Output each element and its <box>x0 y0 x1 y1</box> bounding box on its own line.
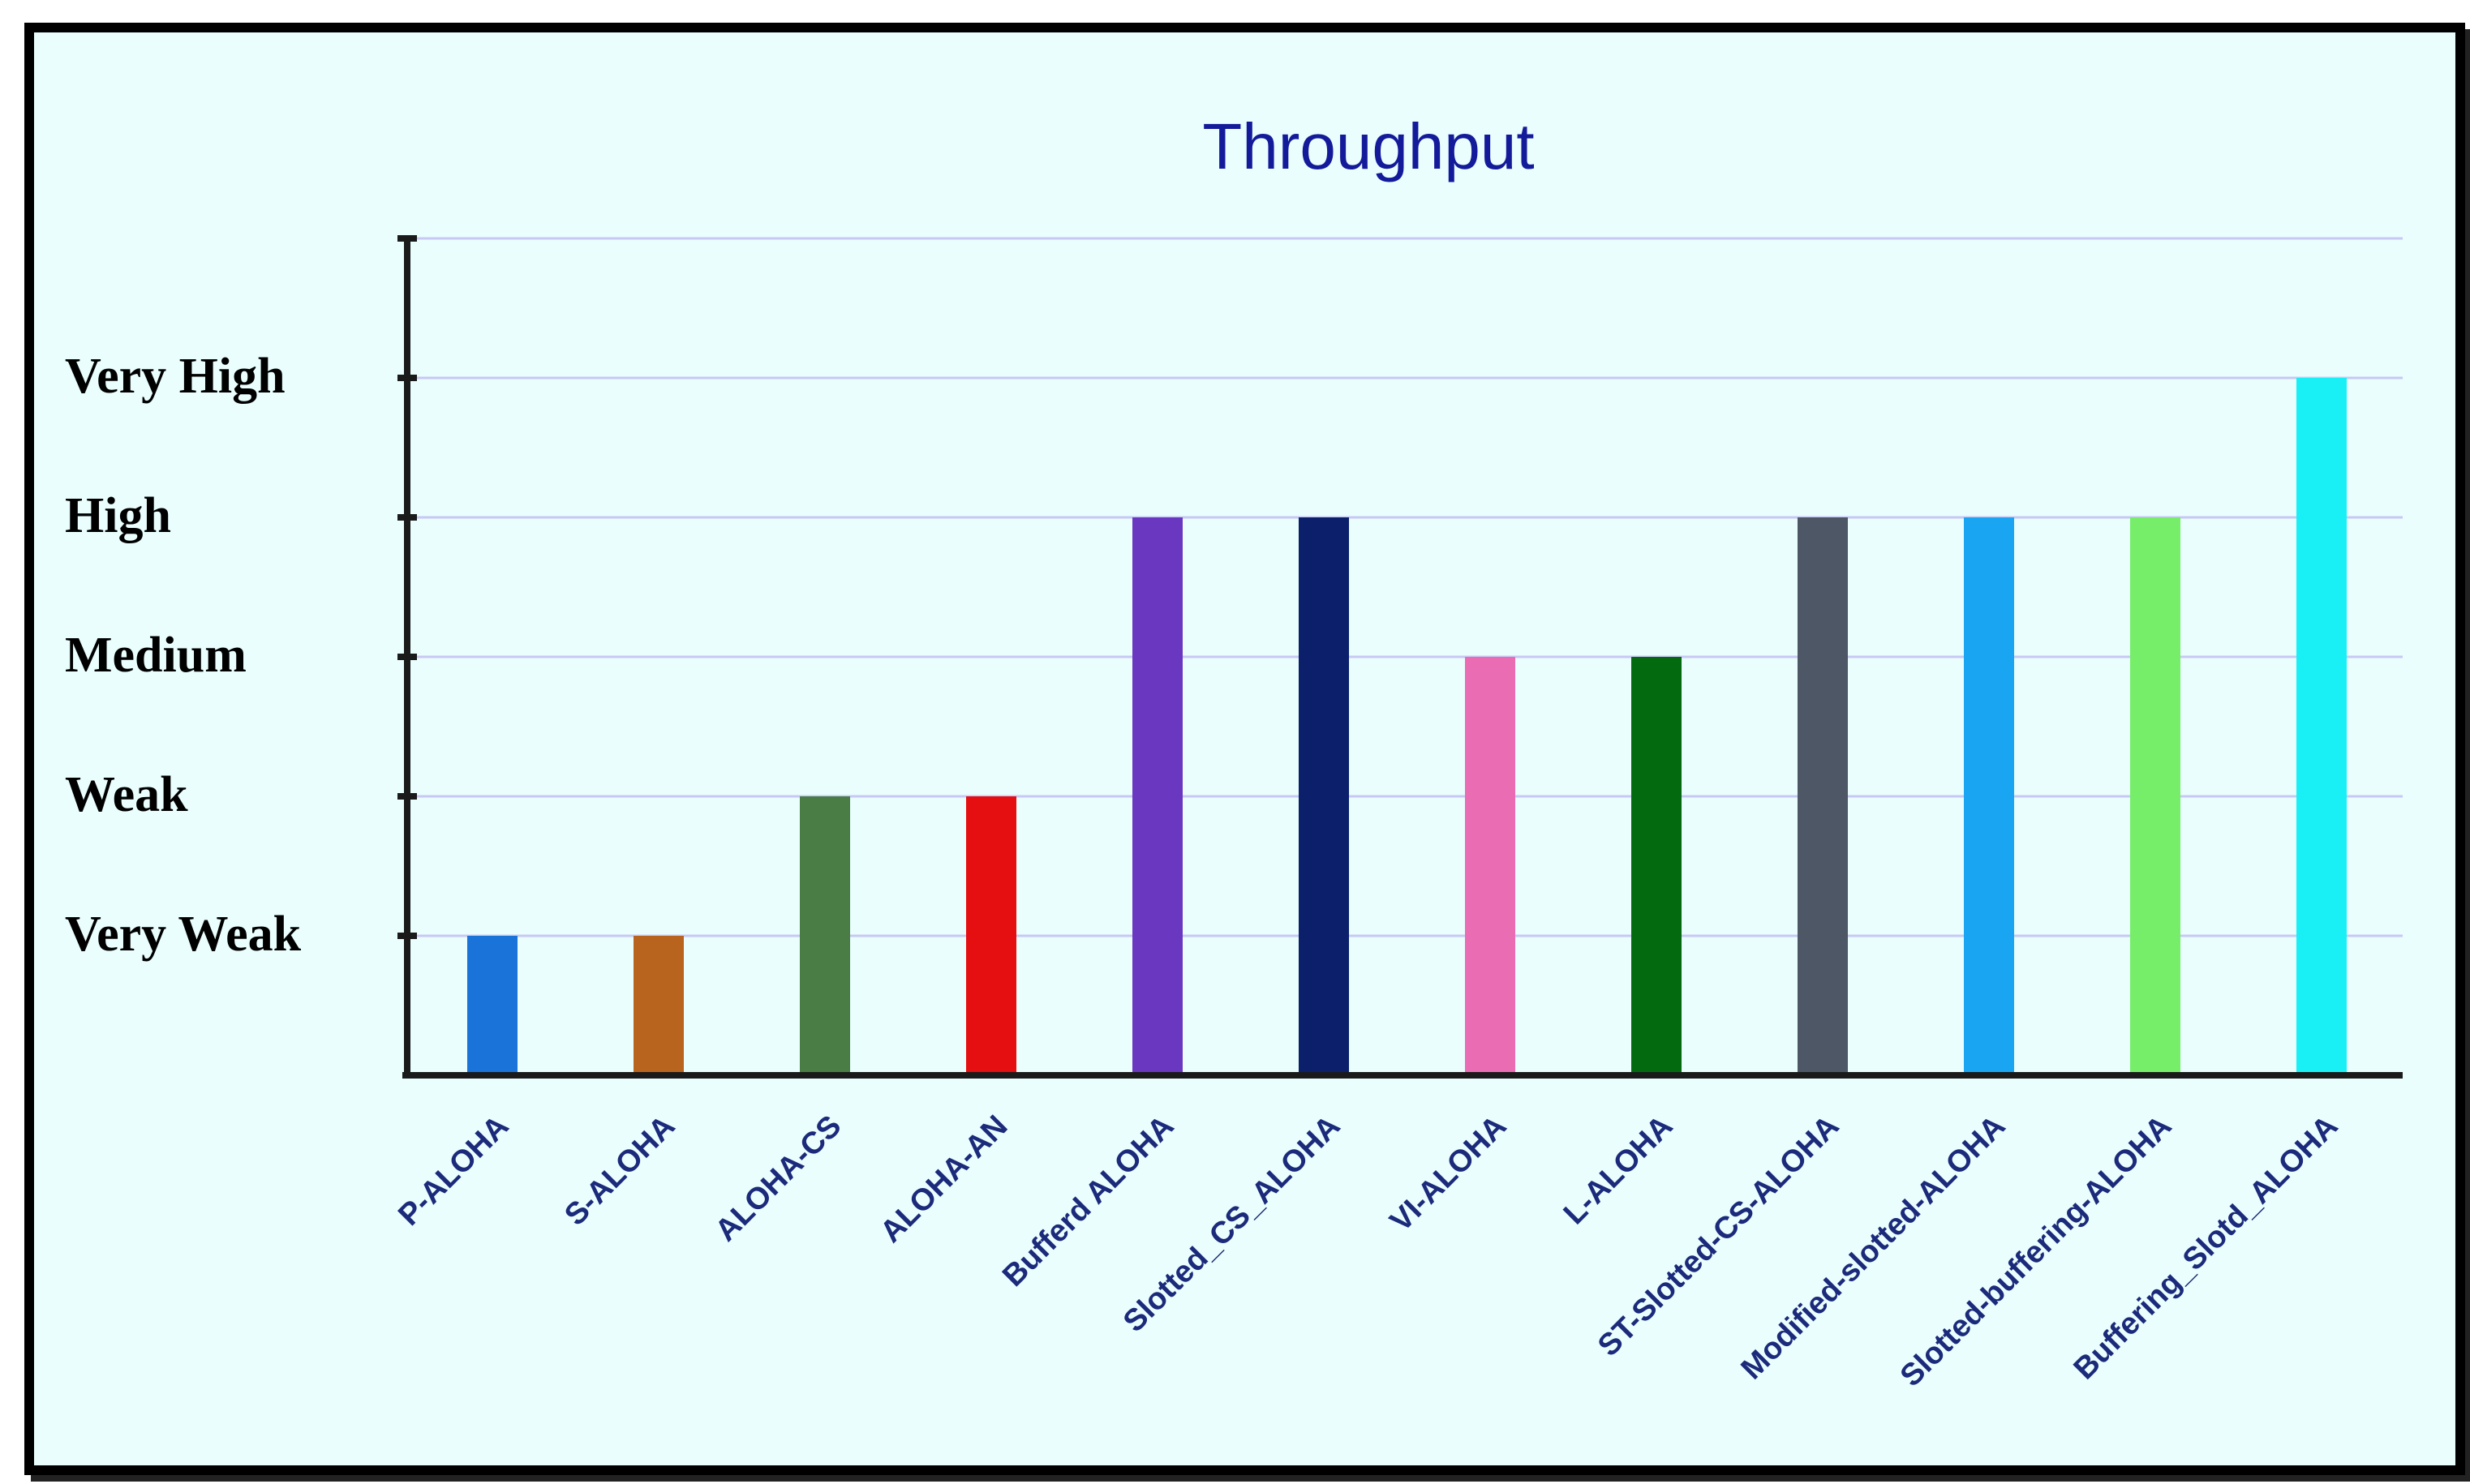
x-tick-label: S-ALOHA <box>558 1109 681 1233</box>
x-tick-label: VI-ALOHA <box>1384 1109 1514 1239</box>
bar <box>1798 517 1848 1075</box>
bar <box>467 936 518 1075</box>
bar <box>634 936 684 1075</box>
throughput-chart: Throughput Very Weak Weak Medium High Very H… <box>65 110 2403 1394</box>
y-level-label: Very High <box>65 349 286 404</box>
axes <box>397 235 2403 1079</box>
y-level-label: High <box>65 488 171 543</box>
x-tick-label: Buffering_Slotd_ALOHA <box>2068 1109 2345 1387</box>
x-tick-label: P-ALOHA <box>392 1109 515 1233</box>
bar <box>966 796 1016 1075</box>
x-tick-label: Bufferd ALOHA <box>996 1109 1180 1293</box>
x-tick-label: ALOHA-CS <box>709 1109 848 1249</box>
bar <box>2296 378 2347 1075</box>
y-level-label: Weak <box>65 767 188 822</box>
y-level-label: Very Weak <box>65 907 302 962</box>
chart-title: Throughput <box>1202 110 1534 182</box>
bar <box>1964 517 2014 1075</box>
chart-frame: Throughput Very Weak Weak Medium High Very H… <box>24 23 2465 1475</box>
bar <box>800 796 850 1075</box>
x-tick-label: Modified-slotted-ALOHA <box>1735 1109 2013 1387</box>
y-level-label: Medium <box>65 628 247 683</box>
gridlines <box>407 237 2403 937</box>
x-tick-label: Slotted-buffering-ALOHA <box>1894 1109 2179 1394</box>
bar <box>2130 517 2180 1075</box>
y-axis-labels: Very Weak Weak Medium High Very High <box>65 349 302 962</box>
x-tick-label: L-ALOHA <box>1557 1109 1680 1232</box>
x-tick-label: ALOHA-AN <box>874 1109 1014 1250</box>
bar <box>1465 657 1515 1075</box>
bar <box>1299 517 1349 1075</box>
bars <box>467 378 2347 1075</box>
bar <box>1132 517 1183 1075</box>
bar <box>1631 657 1682 1075</box>
